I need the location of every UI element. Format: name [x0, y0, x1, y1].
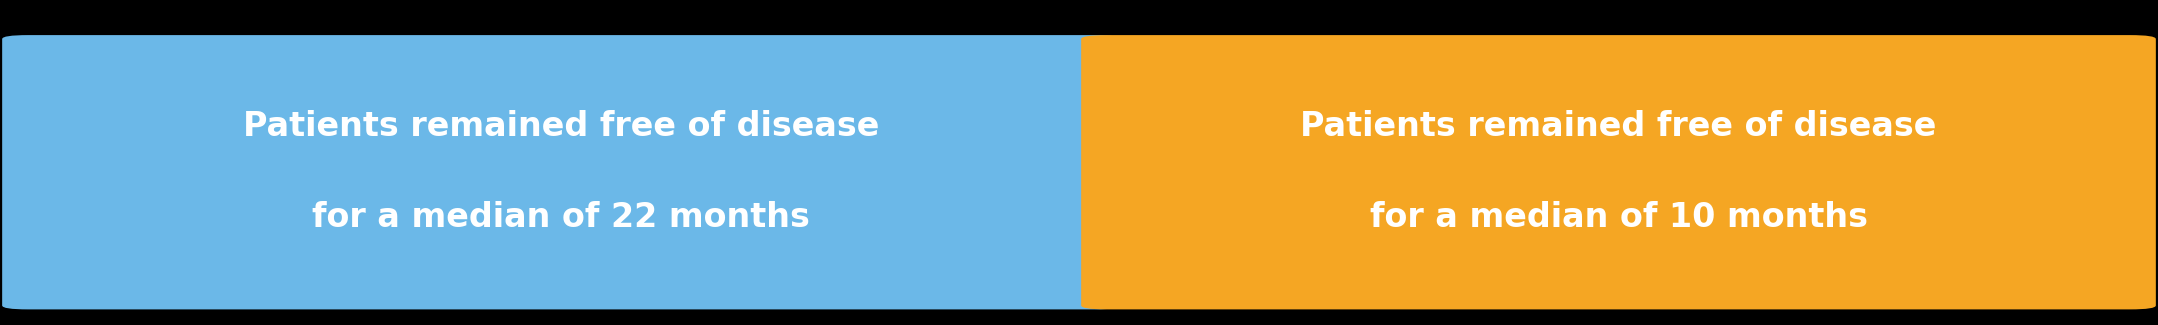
Text: Patients remained free of disease: Patients remained free of disease — [244, 110, 878, 143]
FancyBboxPatch shape — [1081, 35, 2156, 309]
Text: for a median of 10 months: for a median of 10 months — [1370, 201, 1867, 234]
Text: for a median of 22 months: for a median of 22 months — [313, 201, 809, 234]
FancyBboxPatch shape — [2, 35, 1120, 309]
Text: Patients remained free of disease: Patients remained free of disease — [1301, 110, 1936, 143]
